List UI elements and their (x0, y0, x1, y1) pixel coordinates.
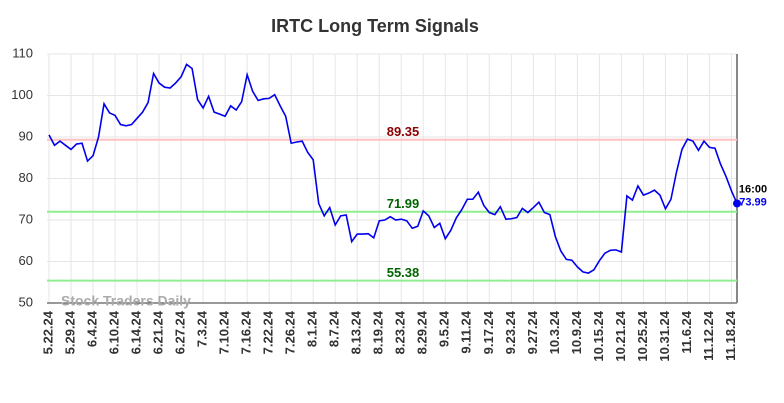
price-line (48, 63, 738, 274)
x-tick-label: 6.4.24 (84, 310, 99, 347)
y-tick-label: 70 (19, 211, 33, 226)
x-tick-label: 9.5.24 (437, 310, 452, 347)
x-tick-label: 9.11.24 (459, 310, 474, 353)
x-tick-label: 8.23.24 (393, 310, 408, 354)
x-tick-label: 7.3.24 (195, 310, 210, 347)
y-tick-label: 50 (19, 294, 33, 309)
x-tick-label: 7.26.24 (283, 310, 298, 354)
x-tick-label: 6.21.24 (151, 310, 166, 354)
x-tick-label: 10.31.24 (657, 310, 672, 361)
x-tick-label: 11.18.24 (723, 310, 738, 361)
last-time: 16:00 (739, 183, 767, 195)
y-tick-label: 90 (19, 128, 33, 143)
last-value: 73.99 (739, 196, 767, 208)
x-tick-label: 7.10.24 (217, 310, 232, 354)
x-tick-label: 10.15.24 (591, 310, 606, 361)
x-tick-label: 9.27.24 (525, 310, 540, 354)
x-tick-label: 10.9.24 (569, 310, 584, 354)
last-point (733, 199, 741, 208)
x-tick-label: 11.6.24 (679, 310, 694, 353)
watermark: Stock Traders Daily (61, 293, 191, 309)
x-tick-label: 7.16.24 (239, 310, 254, 354)
y-tick-label: 110 (12, 45, 33, 60)
x-tick-label: 10.3.24 (547, 310, 562, 354)
x-tick-label: 11.12.24 (701, 310, 716, 361)
signal-label: 89.35 (387, 124, 420, 139)
x-tick-label: 8.29.24 (415, 310, 430, 354)
x-tick-label: 6.14.24 (129, 310, 144, 354)
x-tick-label: 9.23.24 (503, 310, 518, 354)
x-tick-label: 10.21.24 (613, 310, 628, 361)
x-tick-label: 6.27.24 (173, 310, 188, 354)
x-tick-label: 5.22.24 (40, 310, 55, 354)
x-tick-label: 5.29.24 (62, 310, 77, 354)
signal-label: 55.38 (387, 265, 420, 280)
chart-title: IRTC Long Term Signals (271, 16, 479, 36)
y-tick-label: 100 (11, 87, 33, 102)
x-tick-label: 9.17.24 (481, 310, 496, 354)
x-tick-label: 8.19.24 (371, 310, 386, 354)
x-tick-label: 8.1.24 (305, 310, 320, 347)
x-tick-label: 8.7.24 (327, 310, 342, 347)
y-tick-label: 60 (19, 253, 33, 268)
x-tick-label: 7.22.24 (261, 310, 276, 354)
signal-label: 71.99 (387, 196, 420, 211)
x-tick-label: 10.25.24 (635, 310, 650, 361)
x-tick-label: 8.13.24 (349, 310, 364, 354)
x-tick-label: 6.10.24 (106, 310, 121, 354)
y-tick-label: 80 (19, 170, 33, 185)
